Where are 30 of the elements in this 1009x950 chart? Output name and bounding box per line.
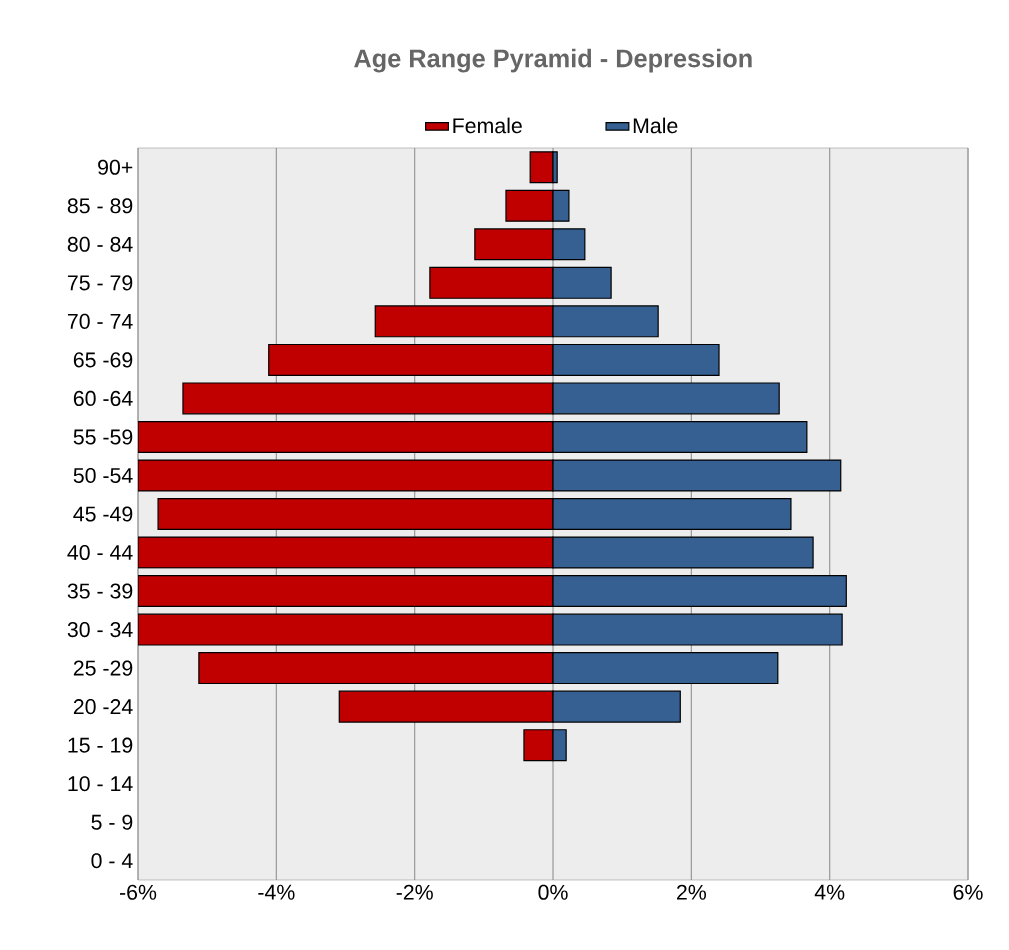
y-tick-label: 0 - 4 [91,853,133,869]
y-tick-label: 25 -29 [73,660,133,676]
x-tick-label: 4% [814,884,845,900]
x-tick-label: -6% [119,884,157,900]
y-tick-label: 50 -54 [73,467,133,484]
legend-label: Male [633,117,678,134]
y-tick-label: 15 - 19 [68,737,133,753]
y-tick-label: 60 -64 [73,390,133,406]
y-tick-label: 40 - 44 [67,544,133,561]
bar [529,151,554,184]
y-tick-label: 55 -59 [73,429,133,445]
y-tick-label: 85 - 89 [67,198,133,214]
x-tick-label: -2% [396,884,433,900]
legend-label: Female [453,117,522,134]
y-tick-label: 10 - 14 [68,776,133,792]
y-tick-label: 35 - 39 [67,583,133,599]
y-tick-label: 30 - 34 [67,622,133,638]
x-tick-label: 2% [677,884,706,900]
y-tick-label: 45 -49 [73,506,133,522]
y-tick-label: 70 - 74 [67,313,133,329]
y-tick-label: 65 -69 [73,352,133,368]
y-tick-label: 20 -24 [73,699,133,715]
y-tick-label: 5 - 9 [91,814,133,830]
chart-title: Age Range Pyramid - Depression [354,48,752,73]
x-tick-label: 6% [953,884,983,900]
x-tick-label: 0% [538,884,568,900]
y-tick-label: 90+ [98,159,133,175]
y-tick-label: 75 - 79 [67,275,133,291]
x-tick-label: -4% [258,884,295,900]
y-tick-label: 80 - 84 [67,236,133,252]
